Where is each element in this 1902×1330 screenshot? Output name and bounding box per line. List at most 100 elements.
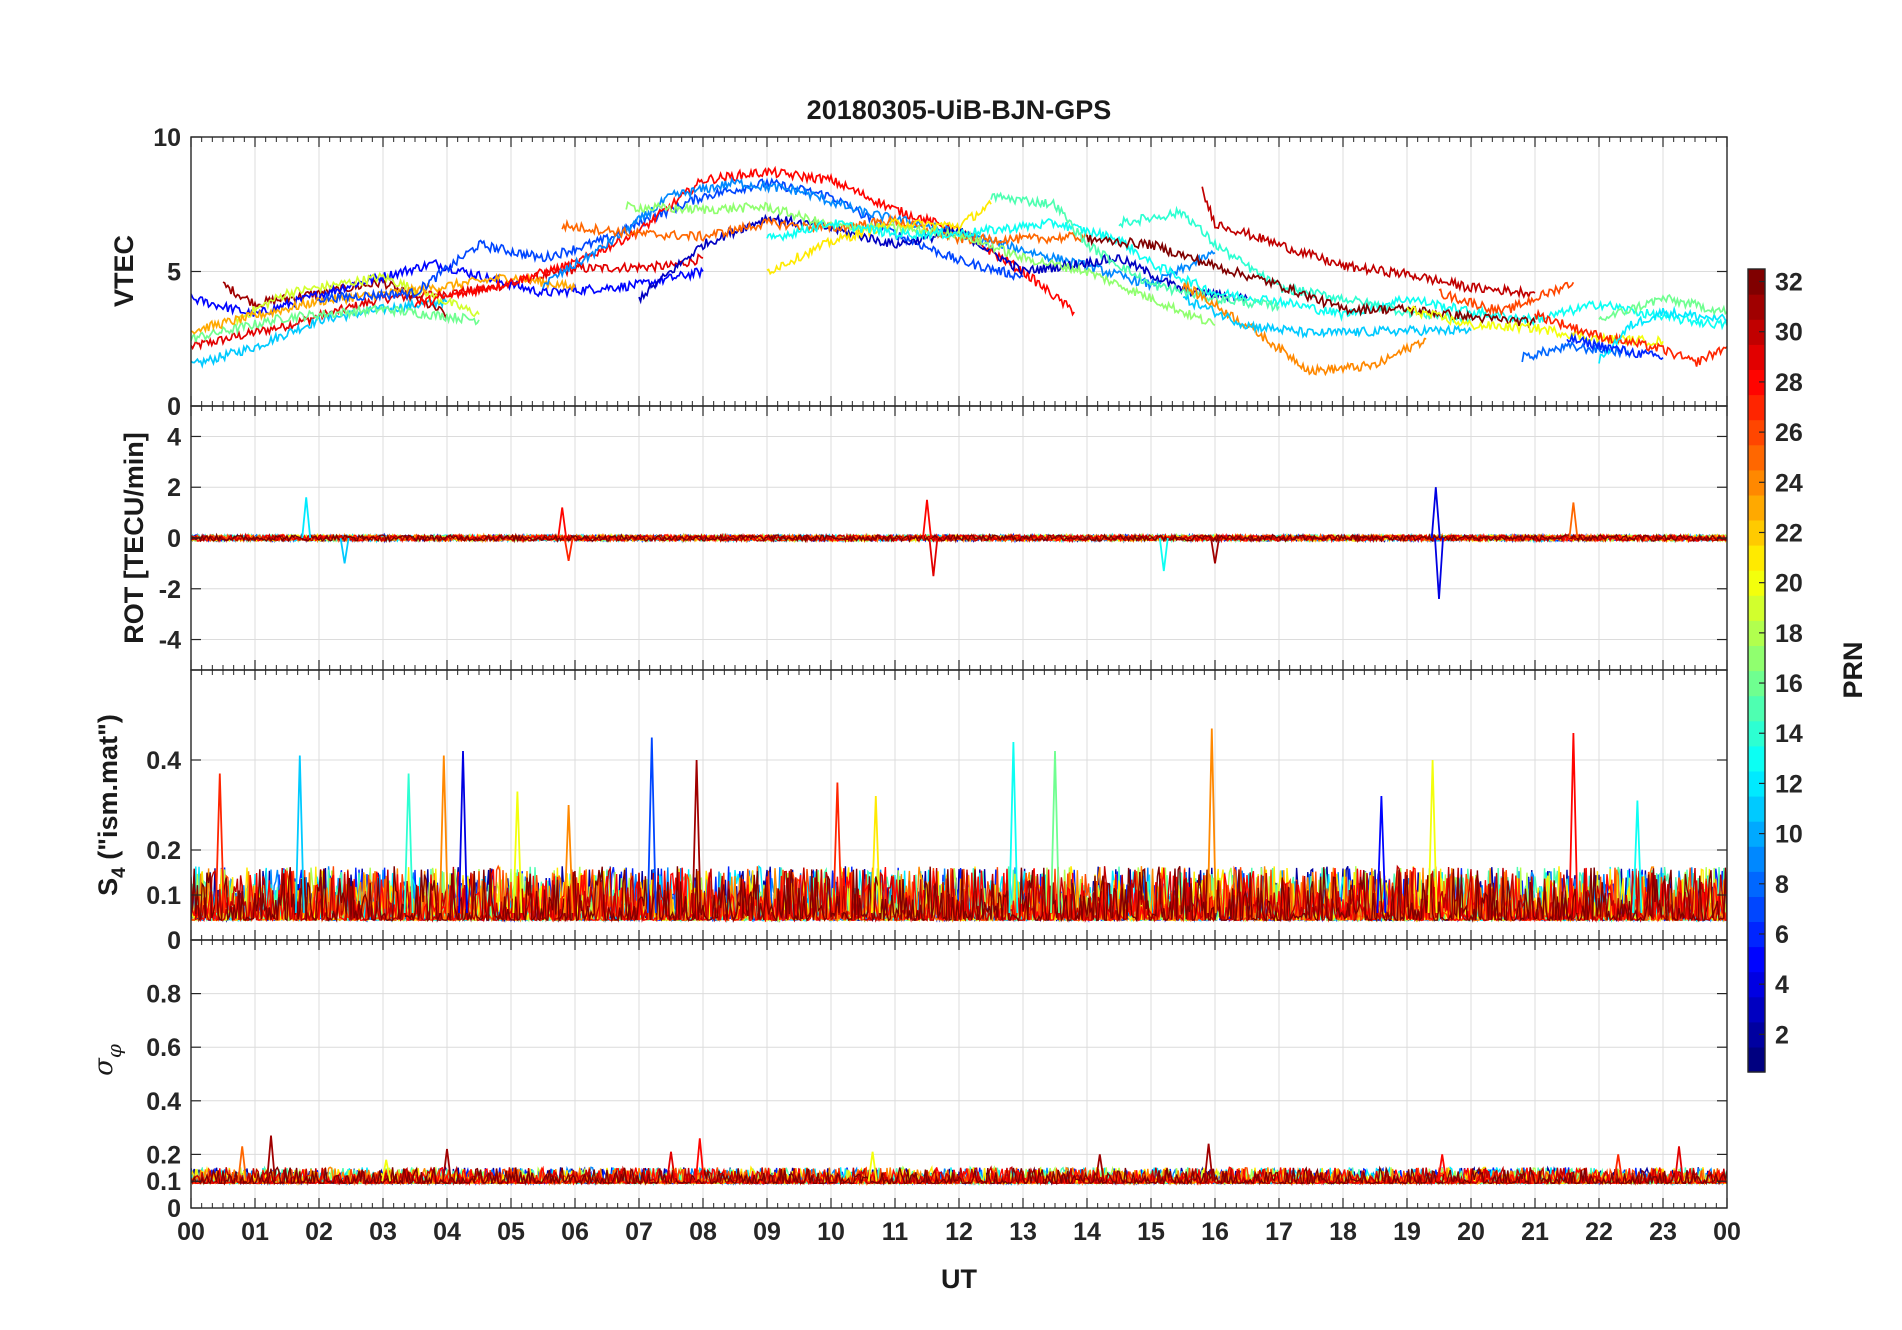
rot-ylabel: ROT [TECU/min]: [119, 432, 149, 643]
colorbar-cell-prn-18: [1748, 620, 1765, 646]
colorbar-tick-label: 28: [1775, 369, 1803, 397]
colorbar-tick-label: 6: [1775, 921, 1789, 949]
vtec-prn-19-line: [234, 271, 480, 327]
s4-panel: 0 0.1 0.2 0.4 S4 ("ism.mat"): [93, 669, 1728, 955]
s4-spike-13: [1206, 728, 1217, 914]
colorbar-tick-label: 22: [1775, 519, 1803, 547]
colorbar-tick-label: 24: [1775, 469, 1803, 497]
x-tick-label: 23: [1649, 1218, 1677, 1246]
y-tick-label: 0: [167, 525, 181, 553]
vtec-prn-16-line: [1598, 293, 1727, 322]
colorbar-cell-prn-4: [1748, 971, 1765, 998]
colorbar-cell-prn-15: [1748, 695, 1765, 722]
rot-spike-7: [1210, 537, 1220, 564]
colorbar-cell-prn-30: [1748, 319, 1765, 345]
colorbar-cell-prn-32: [1748, 269, 1765, 295]
colorbar-cell-prn-24: [1748, 469, 1765, 496]
s4-prn-32-trace: [191, 865, 1727, 923]
colorbar-tick-label: 26: [1775, 419, 1803, 447]
y-tick-label: 0: [167, 393, 181, 421]
y-tick-label: 0.6: [146, 1034, 181, 1062]
vtec-prn-11-line: [1182, 293, 1472, 339]
sigma_phi-spike-5: [694, 1138, 705, 1182]
rot-spike-10: [1568, 502, 1579, 539]
colorbar-tick-label: 2: [1775, 1021, 1789, 1049]
vtec-prn-8-line: [1521, 340, 1632, 363]
rot-prn-28-trace: [191, 532, 1727, 544]
x-tick-label: 20: [1457, 1218, 1485, 1246]
colorbar-tick-label: 18: [1775, 620, 1803, 648]
sigma_phi-spike-9: [1437, 1154, 1448, 1182]
colorbar-tick-label: 12: [1775, 770, 1803, 798]
s4-spike-11: [1008, 741, 1019, 914]
x-tick-label: 11: [882, 1218, 909, 1246]
x-tick-label: 01: [241, 1218, 269, 1246]
x-tick-label: 05: [497, 1218, 525, 1246]
vtec-panel: 0 5 10 VTEC: [109, 124, 1728, 421]
sigma-phi-axes-box: [190, 939, 1728, 1209]
sigma_phi-spike-0: [237, 1146, 248, 1182]
y-tick-label: 0.1: [146, 1168, 181, 1196]
y-tick-label: 0.4: [146, 1088, 181, 1116]
y-tick-label: 0.2: [146, 1141, 181, 1169]
x-tick-label: 17: [1265, 1218, 1293, 1246]
vtec-ylabel: VTEC: [109, 235, 139, 307]
sigma_phi-spike-7: [1094, 1154, 1105, 1182]
s4-spike-15: [1427, 759, 1438, 914]
vtec-prn-32-line: [1086, 234, 1536, 329]
colorbar-cell-prn-31: [1748, 294, 1765, 320]
y-tick-label: 4: [167, 423, 181, 451]
rot-spike-8: [1430, 487, 1441, 539]
x-tick-label: 10: [817, 1218, 845, 1246]
x-tick-label: 22: [1585, 1218, 1613, 1246]
x-tick-label: 18: [1329, 1218, 1357, 1246]
y-tick-label: 0.1: [146, 882, 181, 910]
x-tick-label: 16: [1201, 1218, 1229, 1246]
vtec-prn-15-line: [990, 191, 1280, 313]
y-tick-label: -4: [159, 627, 181, 655]
s4-spike-5: [512, 791, 523, 914]
s4-spike-9: [832, 782, 843, 914]
y-tick-label: 0: [167, 1195, 181, 1223]
colorbar-tick-label: 4: [1775, 971, 1789, 999]
colorbar-cell-prn-17: [1748, 645, 1765, 672]
y-tick-label: 10: [153, 124, 181, 152]
x-tick-label: 07: [625, 1218, 653, 1246]
colorbar-tick-label: 14: [1775, 720, 1803, 748]
colorbar-cell-prn-27: [1748, 394, 1765, 421]
x-tick-label: 21: [1521, 1218, 1549, 1246]
x-tick-label: 12: [945, 1218, 973, 1246]
colorbar-cell-prn-28: [1748, 369, 1765, 396]
x-tick-label: 08: [689, 1218, 717, 1246]
s4-spike-6: [563, 804, 574, 914]
y-tick-label: 0: [167, 927, 181, 955]
vtec-prn-26-line: [1438, 281, 1575, 317]
colorbar-cell-prn-13: [1748, 745, 1765, 772]
vtec-prn-27-line: [1534, 308, 1727, 367]
s4-spike-12: [1050, 750, 1060, 914]
colorbar-tick-label: 10: [1775, 821, 1803, 849]
s4-spike-16: [1568, 732, 1579, 914]
colorbar-cell-prn-10: [1748, 821, 1765, 847]
colorbar-frame: [1747, 268, 1766, 1073]
colorbar-cell-prn-20: [1748, 570, 1765, 596]
colorbar-cell-prn-6: [1748, 921, 1765, 948]
sigma_phi-spike-2: [381, 1159, 392, 1182]
s4-spike-3: [438, 755, 449, 914]
colorbar-cell-prn-22: [1748, 519, 1765, 546]
colorbar-tick-label: 20: [1775, 570, 1803, 598]
x-tick-label: 14: [1073, 1218, 1101, 1246]
vtec-prn-11-line: [191, 294, 448, 369]
x-tick-label: 06: [561, 1218, 589, 1246]
colorbar-tick-label: 8: [1775, 871, 1789, 899]
x-tick-label: 04: [433, 1218, 461, 1246]
colorbar-cell-prn-2: [1748, 1021, 1765, 1048]
chart-title: 20180305-UiB-BJN-GPS: [807, 95, 1112, 125]
x-tick-label: 02: [305, 1218, 333, 1246]
x-tick-label: 15: [1137, 1218, 1165, 1246]
colorbar-cell-prn-1: [1748, 1046, 1765, 1073]
vtec-prn-24-line: [1182, 280, 1427, 377]
vtec-prn-21-line: [766, 199, 992, 276]
rot-spike-6: [1158, 537, 1169, 572]
